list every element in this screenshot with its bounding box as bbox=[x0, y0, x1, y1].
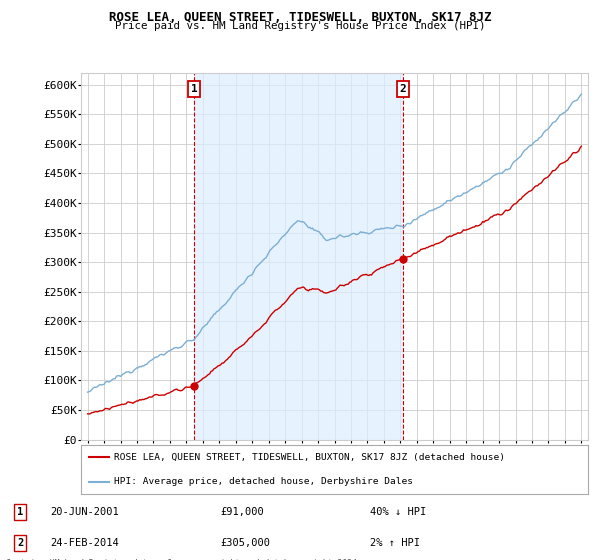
Text: 2: 2 bbox=[400, 84, 406, 94]
Text: 20-JUN-2001: 20-JUN-2001 bbox=[50, 507, 119, 517]
Text: 2% ↑ HPI: 2% ↑ HPI bbox=[370, 538, 420, 548]
Text: ROSE LEA, QUEEN STREET, TIDESWELL, BUXTON, SK17 8JZ (detached house): ROSE LEA, QUEEN STREET, TIDESWELL, BUXTO… bbox=[114, 452, 505, 461]
Text: £91,000: £91,000 bbox=[220, 507, 264, 517]
Bar bbox=[194, 73, 403, 440]
Text: Contains HM Land Registry data © Crown copyright and database right 2024.
This d: Contains HM Land Registry data © Crown c… bbox=[6, 559, 362, 560]
Text: 40% ↓ HPI: 40% ↓ HPI bbox=[370, 507, 426, 517]
Text: 1: 1 bbox=[191, 84, 197, 94]
Text: ROSE LEA, QUEEN STREET, TIDESWELL, BUXTON, SK17 8JZ: ROSE LEA, QUEEN STREET, TIDESWELL, BUXTO… bbox=[109, 11, 491, 24]
Text: £305,000: £305,000 bbox=[220, 538, 270, 548]
Text: 2: 2 bbox=[17, 538, 23, 548]
Text: Price paid vs. HM Land Registry's House Price Index (HPI): Price paid vs. HM Land Registry's House … bbox=[115, 21, 485, 31]
Text: 24-FEB-2014: 24-FEB-2014 bbox=[50, 538, 119, 548]
Text: HPI: Average price, detached house, Derbyshire Dales: HPI: Average price, detached house, Derb… bbox=[114, 477, 413, 486]
Text: 1: 1 bbox=[17, 507, 23, 517]
